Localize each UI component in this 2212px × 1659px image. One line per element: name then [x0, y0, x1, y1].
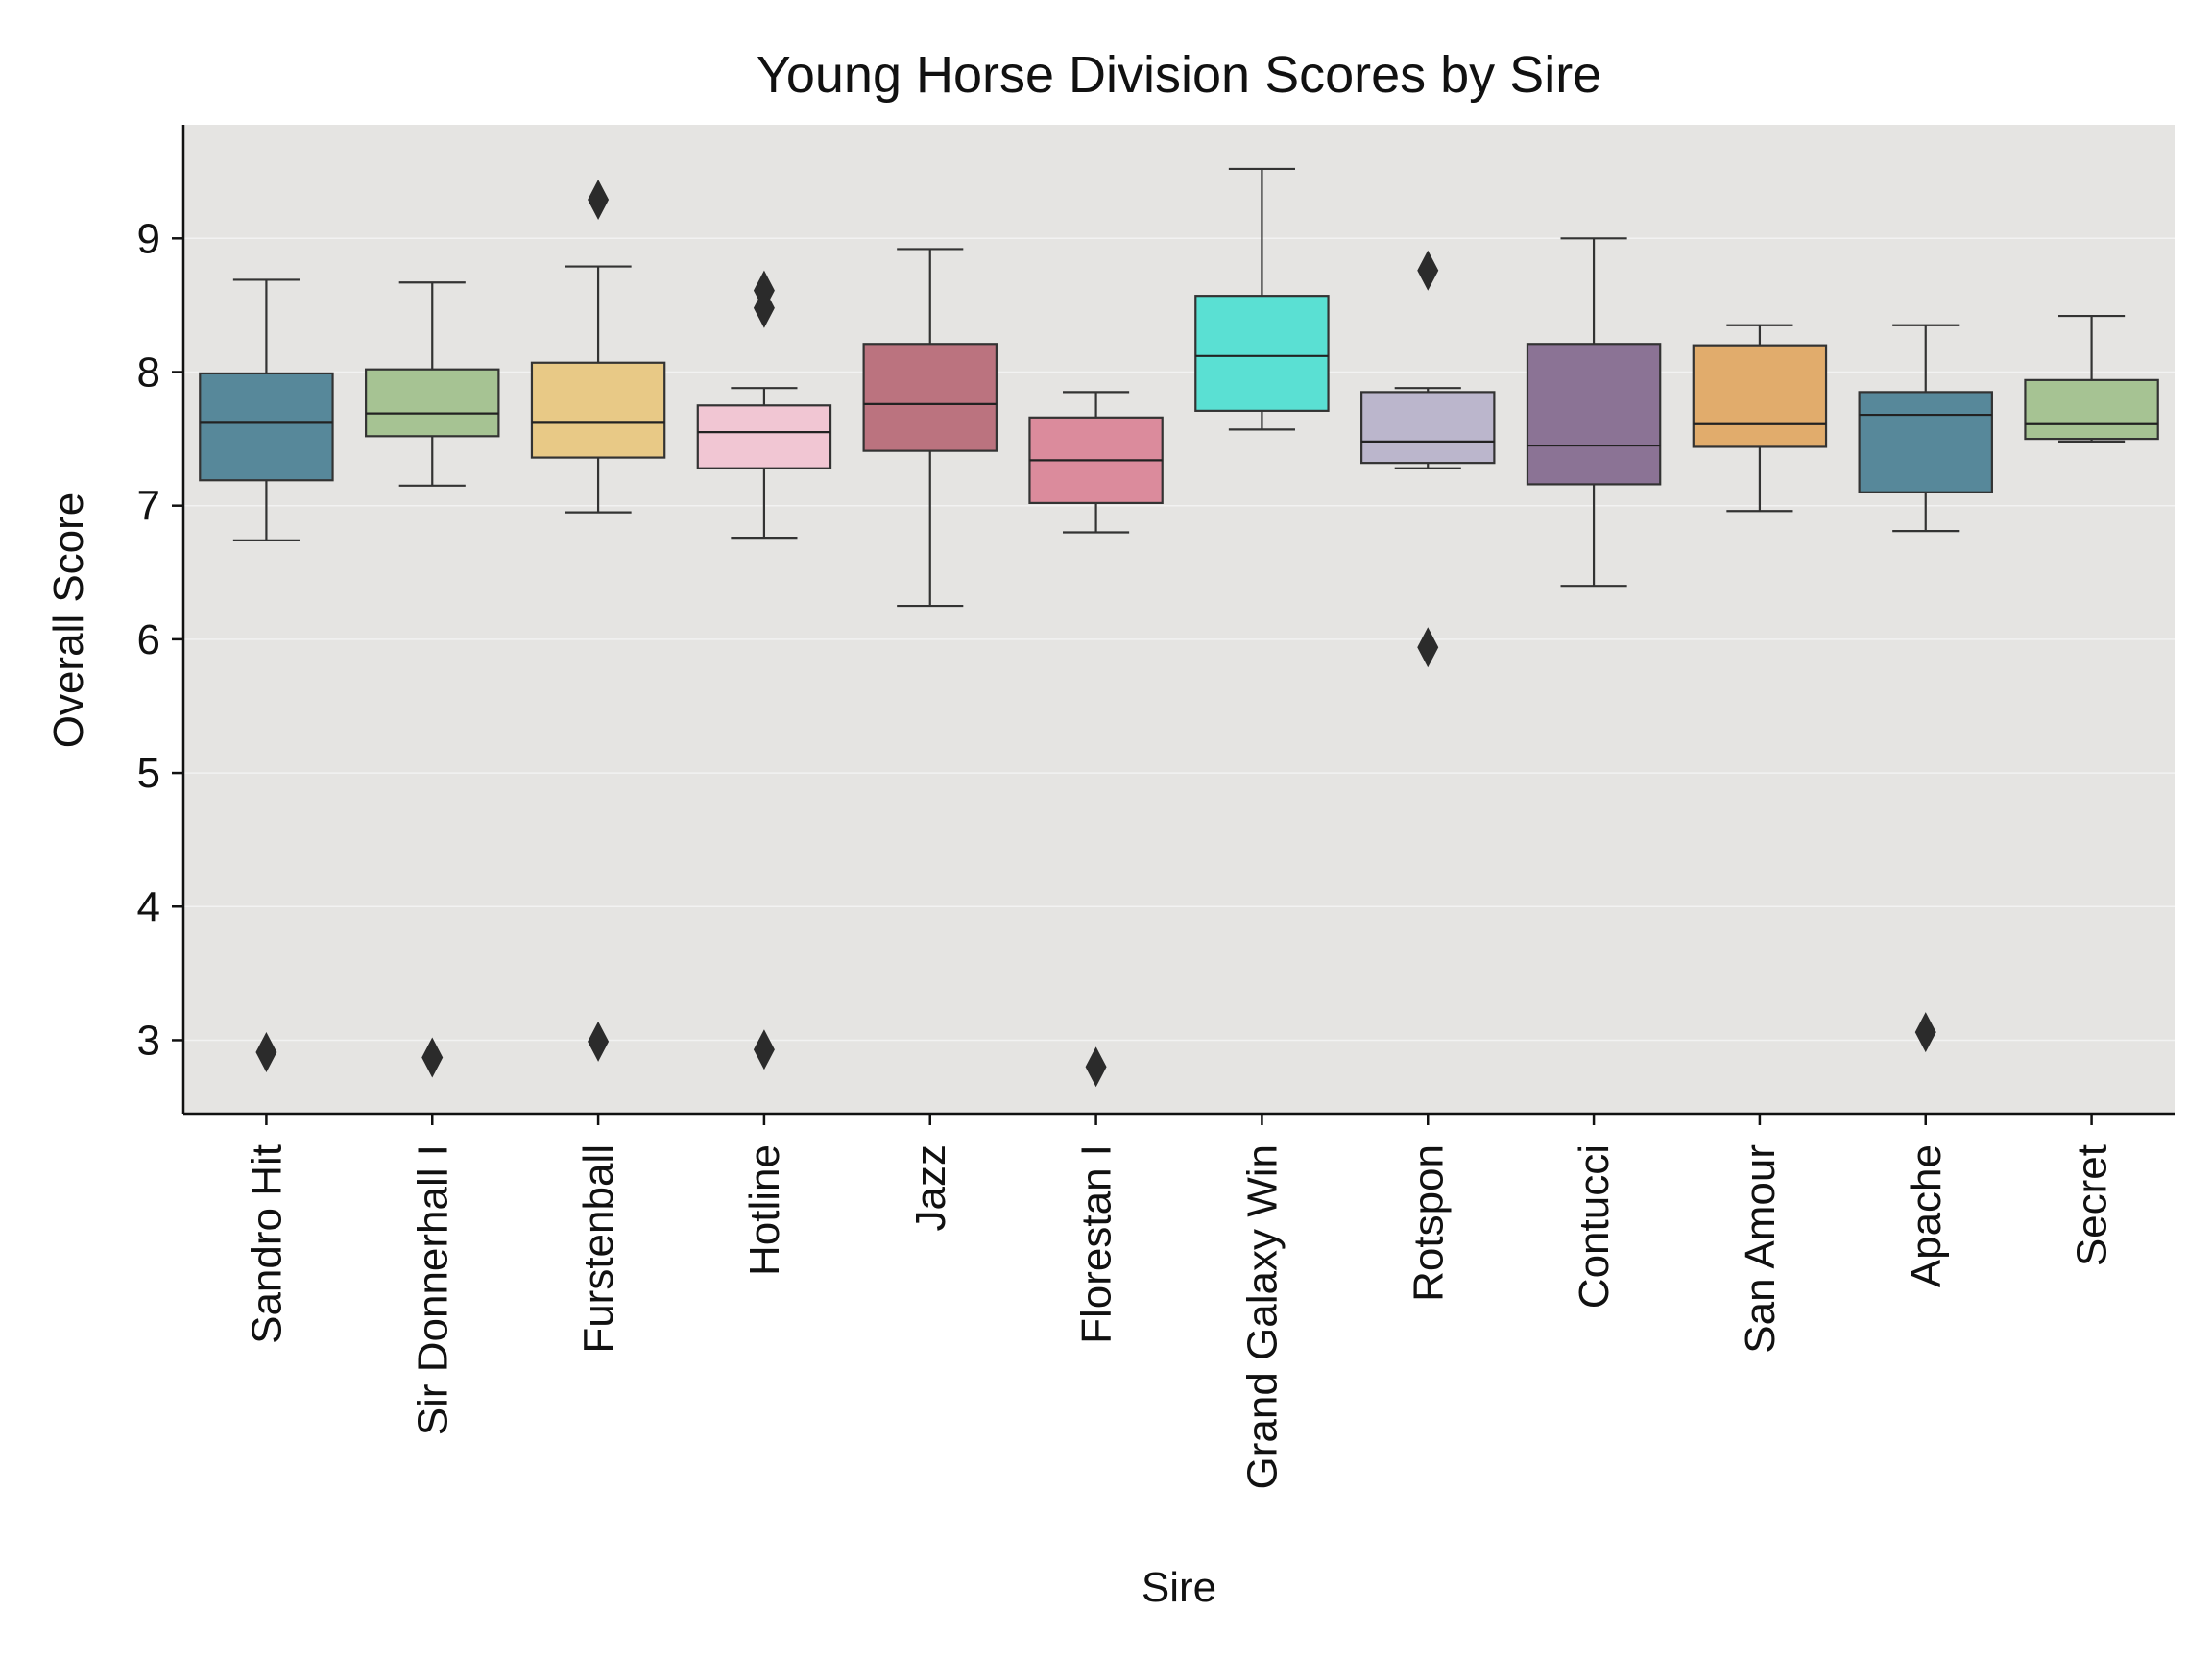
y-tick-label: 3: [137, 1017, 160, 1064]
outlier-point: [255, 1031, 277, 1072]
box: [1526, 343, 1662, 486]
box-group-8: [1360, 250, 1496, 668]
outlier-point: [1417, 627, 1439, 668]
x-tick-label: Secret: [2069, 1144, 2116, 1266]
outlier-point: [588, 1021, 610, 1062]
y-tick-label: 7: [137, 483, 160, 530]
x-tick-label: Sir Donnerhall I: [409, 1144, 456, 1435]
box: [2024, 378, 2159, 441]
x-tick-label: Furstenball: [575, 1144, 622, 1354]
x-tick-label: Jazz: [907, 1144, 954, 1231]
x-tick-label: Rotspon: [1405, 1144, 1452, 1302]
box: [1194, 295, 1330, 412]
outlier-point: [1914, 1012, 1936, 1053]
outlier-point: [753, 1029, 775, 1070]
y-tick-label: 5: [137, 750, 160, 797]
box: [696, 404, 832, 469]
x-tick-label: Hotline: [741, 1144, 788, 1276]
box-group-6: [1028, 391, 1164, 1088]
y-tick-label: 8: [137, 349, 160, 397]
box-group-10: [1692, 324, 1828, 513]
box-group-1: [199, 278, 334, 1072]
x-tick-label: Contucci: [1571, 1144, 1618, 1309]
axes: 3 4 5 6 7 8 9 Sandro Hit Sir Donnerhall I Fursten…: [137, 125, 2175, 1489]
box: [1858, 391, 1993, 493]
outlier-point: [1085, 1046, 1107, 1088]
box: [862, 343, 998, 452]
box-group-3: [530, 179, 666, 1062]
box: [530, 361, 666, 459]
y-axis-label: Overall Score: [45, 493, 92, 749]
box-group-2: [365, 281, 500, 1078]
box-group-11: [1858, 324, 1993, 1053]
x-tick-label: Sandro Hit: [243, 1144, 290, 1344]
x-tick-label: San Amour: [1737, 1144, 1784, 1354]
outlier-point: [421, 1037, 444, 1078]
box: [199, 372, 334, 482]
outlier-point: [753, 287, 775, 328]
x-tick-label: Florestan I: [1073, 1144, 1120, 1344]
box-group-9: [1526, 237, 1662, 588]
y-tick-label: 9: [137, 215, 160, 262]
x-tick-label: Apache: [1903, 1144, 1950, 1287]
box-group-4: [696, 270, 832, 1070]
x-axis-label: Sire: [1142, 1564, 1216, 1611]
box-group-12: [2024, 314, 2159, 443]
box-group-5: [862, 248, 998, 608]
box: [1692, 344, 1828, 448]
boxes: [199, 167, 2159, 1088]
outlier-point: [1417, 250, 1439, 291]
box-group-7: [1194, 167, 1330, 431]
x-tick-label: Grand Galaxy Win: [1238, 1144, 1286, 1489]
grid: [183, 237, 2175, 1042]
box: [1360, 391, 1496, 465]
chart-title: Young Horse Division Scores by Sire: [757, 46, 1601, 104]
y-tick-label: 6: [137, 616, 160, 663]
box: [365, 368, 500, 438]
outlier-point: [588, 179, 610, 220]
plot-area: [183, 125, 2175, 1114]
y-tick-label: 4: [137, 883, 160, 930]
